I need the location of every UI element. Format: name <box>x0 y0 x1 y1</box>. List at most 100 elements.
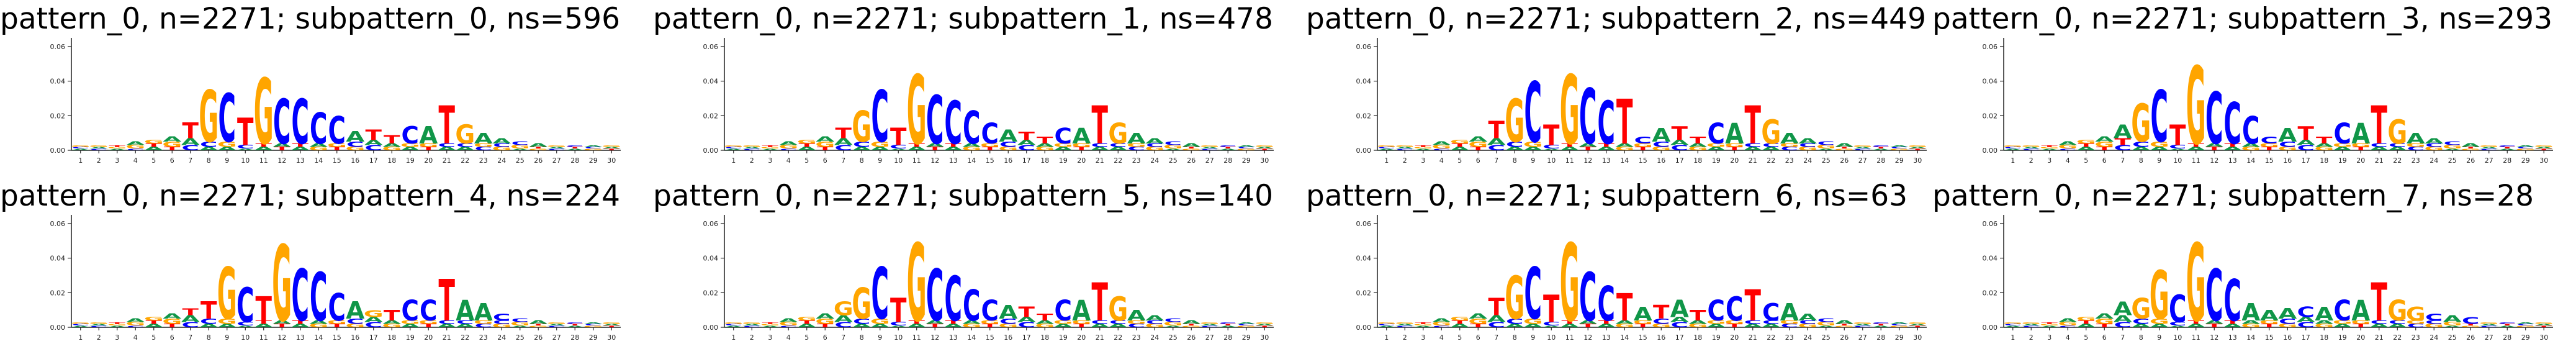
logo-letter-T: T <box>237 111 254 155</box>
x-tick-label: 1 <box>78 334 83 342</box>
logo-letter-C: C <box>402 122 419 150</box>
logo-letter-G: G <box>1560 57 1580 166</box>
logo-letter-A: A <box>1908 324 1927 326</box>
x-tick-label: 26 <box>1187 334 1196 342</box>
x-tick-label: 18 <box>387 157 396 165</box>
logo-letter-A: A <box>1017 315 1036 324</box>
logo-letter-T: T <box>909 142 925 148</box>
logo-letter-G: G <box>1724 319 1744 325</box>
logo-letter-A: A <box>309 142 328 148</box>
logo-letter-T: T <box>1183 147 1200 149</box>
x-tick-label: 28 <box>1876 334 1885 342</box>
logo-letter-A: A <box>2480 147 2499 149</box>
logo-letter-T: T <box>384 133 400 147</box>
logo-panel: pattern_0, n=2271; subpattern_0, ns=596 … <box>0 0 644 177</box>
logo-letter-A: A <box>1762 146 1781 152</box>
logo-letter-A: A <box>382 142 402 148</box>
x-tick-label: 11 <box>912 334 921 342</box>
logo-letter-G: G <box>961 323 981 329</box>
logo-letter-T: T <box>1836 147 1853 149</box>
logo-letter-T: T <box>817 323 833 329</box>
x-tick-label: 27 <box>552 157 561 165</box>
logo-letter-C: C <box>475 323 492 329</box>
logo-letter-G: G <box>2534 145 2554 147</box>
x-tick-label: 8 <box>2139 157 2143 165</box>
logo-letter-A: A <box>2114 314 2132 325</box>
logo-letter-A: A <box>1505 323 1524 329</box>
logo-letter-A: A <box>438 146 457 152</box>
logo-letter-A: A <box>584 145 603 147</box>
x-tick-label: 28 <box>2503 334 2511 342</box>
sequence-logo-chart: 0.000.020.040.061 2 3 4 5 6 7 8 9 10 11 12 13 14 15 16 1… <box>50 215 621 345</box>
logo-letter-G: G <box>474 142 493 148</box>
logo-letter-T: T <box>1873 324 1889 326</box>
logo-letter-G: G <box>327 142 347 148</box>
logo-letter-A: A <box>1615 319 1634 325</box>
x-tick-label: 22 <box>2393 157 2402 165</box>
logo-letter-C: C <box>1378 147 1395 149</box>
x-tick-label: 9 <box>878 157 882 165</box>
x-tick-label: 25 <box>2448 334 2457 342</box>
x-tick-label: 3 <box>115 157 119 165</box>
logo-panel: pattern_0, n=2271; subpattern_6, ns=63 0… <box>1306 177 1950 354</box>
logo-letter-A: A <box>944 323 963 329</box>
logo-letter-A: A <box>2461 142 2480 148</box>
logo-letter-A: A <box>2498 325 2517 328</box>
logo-letter-C: C <box>1671 143 1688 152</box>
x-tick-label: 18 <box>2320 157 2328 165</box>
y-tick-label: 0.02 <box>703 289 719 297</box>
logo-letter-G: G <box>1163 321 1183 327</box>
logo-letter-T: T <box>1452 319 1468 325</box>
logo-letter-T: T <box>2206 323 2222 329</box>
logo-letter-A: A <box>871 323 890 329</box>
logo-letter-G: G <box>125 144 145 150</box>
logo-letter-C: C <box>2022 325 2040 328</box>
logo-letter-C: C <box>1762 142 1780 148</box>
logo-letter-T: T <box>2462 324 2479 326</box>
logo-letter-C: C <box>2334 295 2351 328</box>
logo-letter-C: C <box>743 148 760 151</box>
x-tick-label: 4 <box>2066 334 2070 342</box>
y-tick-label: 0.04 <box>1356 255 1372 263</box>
logo-letter-G: G <box>1834 325 1854 328</box>
logo-letter-G: G <box>1853 145 1873 147</box>
x-tick-label: 11 <box>912 157 921 165</box>
logo-letter-A: A <box>1817 325 1836 328</box>
logo-letter-G: G <box>1724 142 1744 148</box>
logo-letter-G: G <box>272 224 292 345</box>
logo-letter-A: A <box>291 146 310 152</box>
logo-letter-A: A <box>1432 318 1451 324</box>
x-tick-label: 8 <box>860 334 864 342</box>
logo-letter-A: A <box>834 137 853 148</box>
logo-letter-C: C <box>2132 140 2150 149</box>
logo-letter-G: G <box>852 102 871 152</box>
logo-letter-A: A <box>2443 314 2462 325</box>
x-tick-label: 10 <box>2173 334 2182 342</box>
logo-letter-T: T <box>256 319 272 325</box>
logo-letter-T: T <box>1019 304 1035 320</box>
y-tick-label: 0.04 <box>50 255 66 263</box>
logo-letter-T: T <box>567 147 583 149</box>
y-tick-label: 0.00 <box>50 147 66 155</box>
logo-letter-C: C <box>346 140 364 149</box>
x-tick-label: 3 <box>2047 334 2051 342</box>
logo-letter-G: G <box>107 324 127 326</box>
logo-letter-C: C <box>2498 322 2516 324</box>
x-tick-label: 5 <box>151 334 156 342</box>
logo-letter-C: C <box>1146 142 1163 148</box>
logo-letter-C: C <box>1854 148 1871 151</box>
logo-letter-C: C <box>945 89 962 158</box>
logo-letter-C: C <box>420 295 437 328</box>
logo-letter-G: G <box>1889 325 1909 328</box>
logo-letter-C: C <box>2498 145 2516 147</box>
logo-letter-A: A <box>2187 146 2206 152</box>
y-tick-label: 0.00 <box>1983 147 1998 155</box>
x-tick-label: 27 <box>1858 157 1867 165</box>
logo-letter-T: T <box>927 323 943 329</box>
x-tick-label: 23 <box>1132 157 1141 165</box>
x-tick-label: 2 <box>97 334 101 342</box>
logo-letter-A: A <box>492 137 511 145</box>
logo-letter-C: C <box>1708 118 1725 151</box>
logo-letter-G: G <box>400 142 420 148</box>
x-tick-label: 24 <box>1803 157 1812 165</box>
